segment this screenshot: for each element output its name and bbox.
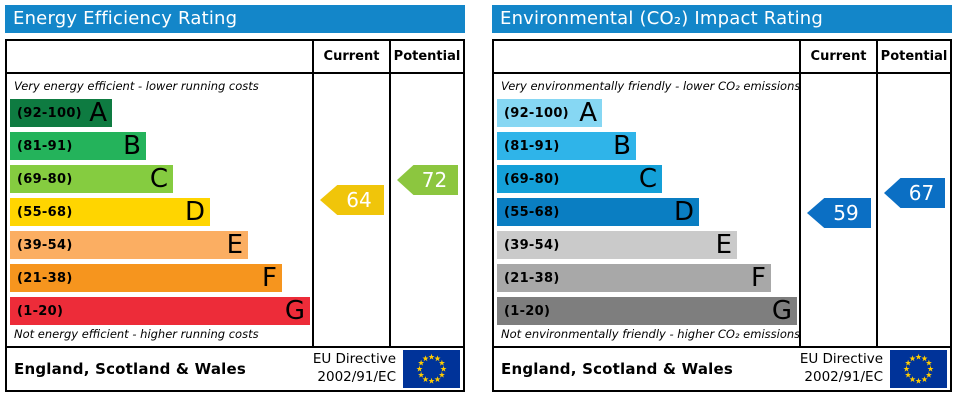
- current-column-header: Current: [799, 41, 876, 74]
- band-range-label: (21-38): [17, 270, 73, 286]
- band-range-label: (21-38): [504, 270, 560, 286]
- bottom-note: Not energy efficient - higher running co…: [14, 327, 259, 341]
- rating-band-c: (69-80) C: [497, 165, 662, 193]
- current-rating-value: 59: [833, 201, 859, 225]
- potential-rating-value: 72: [421, 168, 448, 192]
- rating-band-c: (69-80) C: [10, 165, 173, 193]
- environmental-impact-panel: Environmental (CO₂) Impact Rating Curren…: [492, 5, 952, 392]
- current-column-header: Current: [312, 41, 389, 74]
- rating-band-b: (81-91) B: [10, 132, 146, 160]
- region-label: England, Scotland & Wales: [501, 360, 734, 378]
- bands: (92-100) A (81-91) B (69-80) C (55-68) D (39-54)…: [497, 99, 799, 325]
- panel-title: Environmental (CO₂) Impact Rating: [492, 5, 952, 33]
- eu-directive-label: EU Directive 2002/91/EC: [312, 351, 396, 385]
- rating-band-e: (39-54) E: [10, 231, 248, 259]
- band-range-label: (81-91): [17, 138, 73, 154]
- rating-band-b: (81-91) B: [497, 132, 636, 160]
- top-note: Very energy efficient - lower running co…: [14, 79, 259, 93]
- band-range-label: (69-80): [17, 171, 73, 187]
- bands-chart-area: Very energy efficient - lower running co…: [7, 74, 312, 346]
- potential-rating-value: 67: [908, 181, 935, 205]
- region-label: England, Scotland & Wales: [14, 360, 247, 378]
- rating-band-f: (21-38) F: [497, 264, 771, 292]
- rating-band-a: (92-100) A: [497, 99, 602, 127]
- band-range-label: (1-20): [17, 303, 64, 319]
- rating-band-g: (1-20) G: [497, 297, 797, 325]
- band-letter: F: [751, 263, 766, 293]
- band-letter: D: [184, 197, 205, 227]
- eu-flag-icon: [890, 350, 947, 388]
- rating-table: Current Potential Very energy efficient …: [5, 39, 465, 392]
- panel-footer: England, Scotland & Wales EU Directive 2…: [7, 346, 463, 390]
- potential-column-header: Potential: [389, 41, 463, 74]
- bands: (92-100) A (81-91) B (69-80) C (55-68) D (39-54)…: [10, 99, 312, 325]
- band-letter: E: [226, 230, 243, 260]
- panel-title: Energy Efficiency Rating: [5, 5, 465, 33]
- potential-rating-arrow: 67: [884, 178, 945, 208]
- band-range-label: (39-54): [17, 237, 73, 253]
- rating-table: Current Potential Very environmentally f…: [492, 39, 952, 392]
- panel-footer: England, Scotland & Wales EU Directive 2…: [494, 346, 950, 390]
- band-range-label: (1-20): [504, 303, 551, 319]
- header-spacer: [7, 41, 312, 74]
- band-letter: C: [638, 164, 657, 194]
- bands-chart-area: Very environmentally friendly - lower CO…: [494, 74, 799, 346]
- energy-efficiency-panel: Energy Efficiency Rating Current Potenti…: [5, 5, 465, 392]
- band-letter: B: [613, 131, 631, 161]
- header-spacer: [494, 41, 799, 74]
- potential-rating-arrow: 72: [397, 165, 458, 195]
- current-column: 59: [799, 74, 876, 346]
- band-range-label: (69-80): [504, 171, 560, 187]
- eu-directive-label: EU Directive 2002/91/EC: [799, 351, 883, 385]
- top-note: Very environmentally friendly - lower CO…: [501, 79, 799, 93]
- band-letter: G: [284, 296, 305, 326]
- rating-band-e: (39-54) E: [497, 231, 737, 259]
- current-rating-arrow: 64: [320, 185, 384, 215]
- current-rating-value: 64: [346, 188, 372, 212]
- rating-band-d: (55-68) D: [10, 198, 210, 226]
- bottom-note: Not environmentally friendly - higher CO…: [501, 327, 799, 341]
- band-letter: A: [89, 98, 107, 128]
- potential-column-header: Potential: [876, 41, 950, 74]
- rating-band-a: (92-100) A: [10, 99, 112, 127]
- band-letter: G: [771, 296, 792, 326]
- current-column: 64: [312, 74, 389, 346]
- potential-column: 67: [876, 74, 950, 346]
- potential-column: 72: [389, 74, 463, 346]
- band-letter: A: [579, 98, 597, 128]
- current-rating-arrow: 59: [807, 198, 871, 228]
- band-range-label: (39-54): [504, 237, 560, 253]
- eu-flag-icon: [403, 350, 460, 388]
- rating-band-d: (55-68) D: [497, 198, 699, 226]
- band-letter: B: [123, 131, 141, 161]
- band-letter: E: [715, 230, 732, 260]
- band-range-label: (92-100): [504, 105, 569, 121]
- band-range-label: (55-68): [17, 204, 73, 220]
- band-range-label: (81-91): [504, 138, 560, 154]
- rating-band-g: (1-20) G: [10, 297, 310, 325]
- band-range-label: (55-68): [504, 204, 560, 220]
- band-letter: C: [149, 164, 168, 194]
- rating-band-f: (21-38) F: [10, 264, 282, 292]
- band-range-label: (92-100): [17, 105, 82, 121]
- band-letter: F: [262, 263, 277, 293]
- band-letter: D: [673, 197, 694, 227]
